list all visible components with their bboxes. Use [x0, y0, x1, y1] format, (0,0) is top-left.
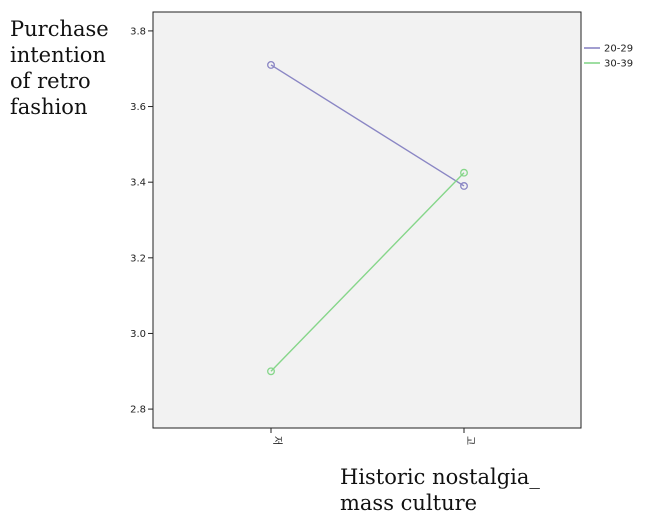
legend-entry: 20-29: [604, 44, 633, 55]
y-tick-label: 3.4: [130, 178, 146, 189]
x-tick-label: 저: [271, 436, 283, 445]
series-line-30-39: [270, 172, 465, 372]
y-axis-title-line: Purchase: [10, 17, 109, 41]
data-point: [267, 60, 275, 69]
y-axis-title: Purchase intention of retro fashion: [10, 17, 109, 119]
plot-area: [152, 11, 582, 429]
legend-entry: 30-39: [604, 59, 633, 70]
y-tick-label: 3.6: [130, 102, 146, 113]
series-line-20-29: [270, 64, 465, 187]
y-tick-label: 3.2: [130, 253, 146, 264]
x-axis-title-line: mass culture: [340, 491, 477, 515]
data-point: [460, 182, 468, 190]
data-point: [267, 367, 275, 376]
y-tick-label: 3.0: [130, 329, 146, 340]
x-axis-title-line: Historic nostalgia_: [340, 465, 540, 489]
x-axis-title: Historic nostalgia_ mass culture: [340, 465, 540, 515]
y-axis-title-line: fashion: [10, 95, 87, 119]
y-tick-label: 2.8: [130, 405, 146, 416]
y-axis-title-line: intention: [10, 43, 106, 67]
data-point: [460, 168, 468, 177]
y-axis-title-line: of retro: [10, 69, 91, 93]
y-tick-label: 3.8: [130, 26, 146, 37]
x-tick-label: 고: [464, 436, 475, 445]
